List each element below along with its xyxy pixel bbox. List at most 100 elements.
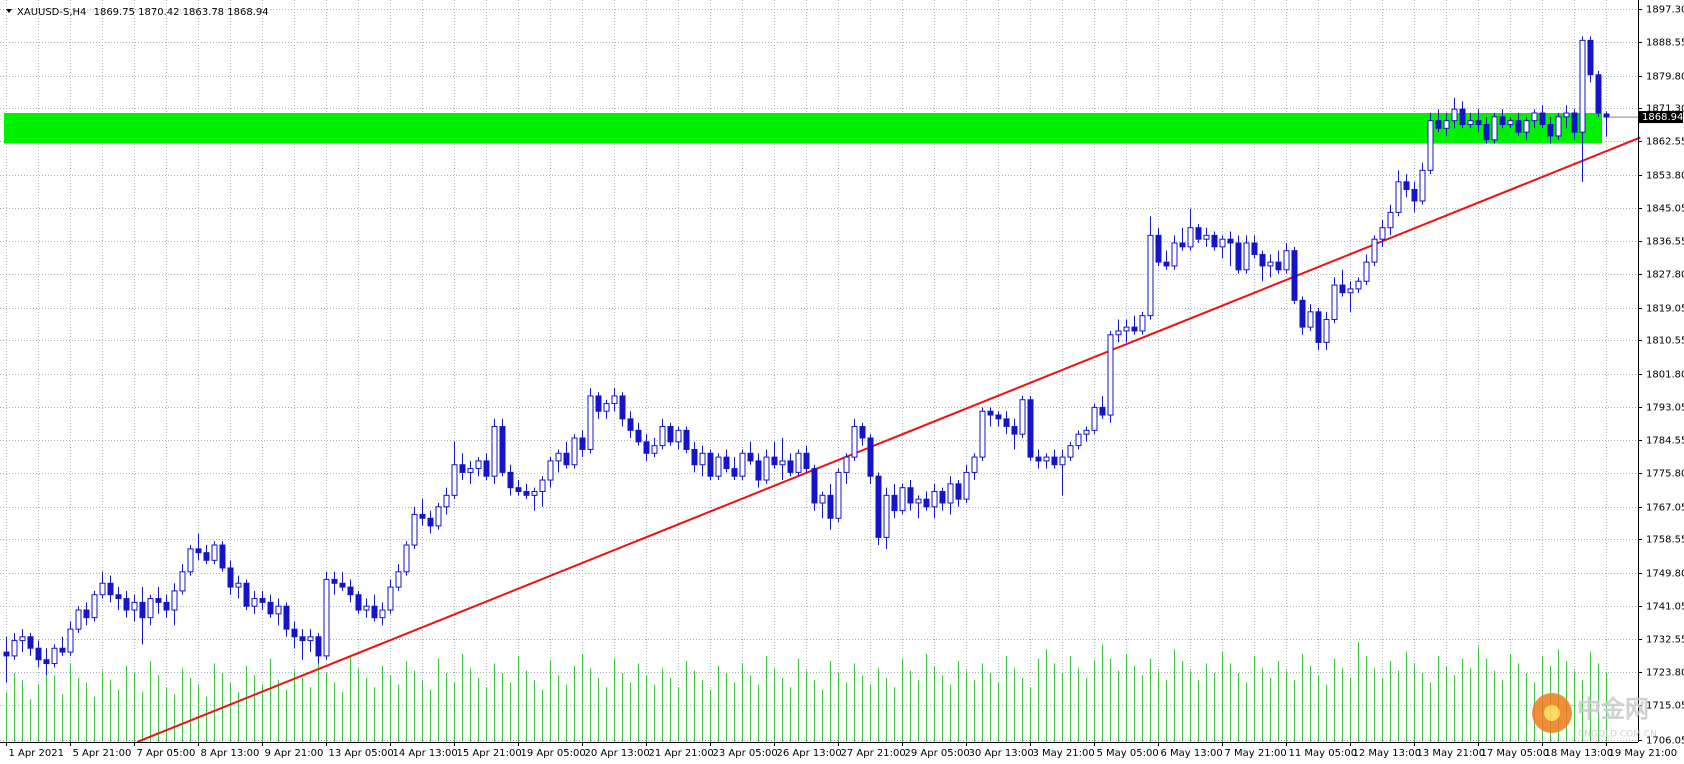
candle-body <box>467 468 474 473</box>
current-price-label: 1868.94 <box>1642 112 1683 123</box>
candle-body <box>1483 123 1490 141</box>
candle-body <box>883 494 890 538</box>
y-tick-label: 1862.55 <box>1646 137 1684 148</box>
candle-body <box>1419 169 1426 202</box>
candle-body <box>675 429 682 443</box>
candle-body <box>531 491 538 496</box>
candle-body <box>715 456 722 477</box>
candle-body <box>403 544 410 573</box>
candle-body <box>955 483 962 500</box>
trend-line <box>136 136 1641 743</box>
x-tick-label: 27 Apr 21:00 <box>841 748 906 759</box>
candle-body <box>1579 39 1586 133</box>
candle-body <box>795 452 802 473</box>
candle-body <box>1515 120 1522 133</box>
candle-body <box>779 460 786 466</box>
candle-body <box>59 647 66 653</box>
x-tick-label: 7 Apr 05:00 <box>137 748 196 759</box>
x-tick-label: 20 Apr 13:00 <box>585 748 650 759</box>
candle-body <box>483 460 490 477</box>
candle-body <box>1267 261 1274 267</box>
x-tick-label: 12 May 13:00 <box>1353 748 1422 759</box>
candle-body <box>1499 116 1506 125</box>
candle-body <box>1355 280 1362 290</box>
candle-body <box>851 426 858 458</box>
candle-body <box>987 410 994 416</box>
candle-body <box>1411 188 1418 202</box>
candle-body <box>539 479 546 493</box>
y-tick-label: 1845.05 <box>1646 204 1684 215</box>
candle-body <box>195 548 202 554</box>
candle-body <box>819 494 826 504</box>
candle-body <box>75 609 82 630</box>
y-tick-label: 1810.55 <box>1646 336 1684 347</box>
candle-body <box>1531 112 1538 122</box>
candle-body <box>435 506 442 527</box>
y-tick-label: 1879.80 <box>1646 72 1684 83</box>
candle-body <box>699 452 706 466</box>
candle-body <box>419 513 426 519</box>
candle-body <box>867 437 874 477</box>
candle-body <box>355 594 362 611</box>
candle-body <box>1235 242 1242 271</box>
candle-body <box>1059 456 1066 466</box>
candle-body <box>3 651 10 657</box>
candle-body <box>1395 181 1402 213</box>
candle-body <box>1211 234 1218 248</box>
x-tick-label: 18 May 13:00 <box>1545 748 1614 759</box>
candle-body <box>971 456 978 473</box>
candle-body <box>731 468 738 477</box>
candle-body <box>619 395 626 420</box>
candle-body <box>547 460 554 481</box>
candle-body <box>643 441 650 454</box>
candle-body <box>67 628 74 653</box>
candle-body <box>1203 234 1210 240</box>
y-tick-label: 1888.55 <box>1646 38 1684 49</box>
candle-body <box>771 456 778 466</box>
y-tick-label: 1784.55 <box>1646 436 1684 447</box>
candle-body <box>1331 284 1338 320</box>
candle-body <box>339 582 346 588</box>
candle-body <box>891 494 898 512</box>
candle-body <box>1467 120 1474 125</box>
candle-body <box>627 418 634 431</box>
candle-body <box>1179 242 1186 248</box>
candle-body <box>1123 326 1130 332</box>
candle-body <box>91 594 98 619</box>
candle-body <box>1563 112 1570 118</box>
candle-body <box>723 456 730 470</box>
candle-body <box>243 582 250 607</box>
candle-body <box>171 590 178 611</box>
candle-body <box>899 487 906 512</box>
x-tick-label: 15 Apr 21:00 <box>457 748 522 759</box>
candle-body <box>131 601 138 611</box>
candle-body <box>523 491 530 496</box>
candle-body <box>1475 120 1482 125</box>
candle-body <box>99 582 106 596</box>
candle-body <box>603 403 610 412</box>
candle-body <box>1195 227 1202 240</box>
candle-body <box>931 491 938 508</box>
y-tick-label: 1801.80 <box>1646 370 1684 381</box>
candle-body <box>1507 120 1514 125</box>
candle-body <box>1003 418 1010 428</box>
candle-body <box>1115 330 1122 336</box>
watermark: 中金网 CNGOLD.COM.CN <box>1532 693 1657 740</box>
candle-body <box>1259 253 1266 267</box>
candle-body <box>843 456 850 473</box>
candle-body <box>923 498 930 508</box>
candles <box>3 36 1638 683</box>
candle-body <box>1371 238 1378 263</box>
candle-body <box>443 494 450 508</box>
candle-body <box>1587 39 1594 76</box>
candle-body <box>139 601 146 619</box>
candle-body <box>1451 108 1458 122</box>
watermark-logo-inner <box>1544 705 1560 721</box>
candle-body <box>35 647 42 661</box>
x-tick-label: 19 May 21:00 <box>1609 748 1678 759</box>
x-tick-label: 13 May 21:00 <box>1417 748 1486 759</box>
x-tick-label: 6 May 13:00 <box>1161 748 1223 759</box>
candle-body <box>763 456 770 481</box>
